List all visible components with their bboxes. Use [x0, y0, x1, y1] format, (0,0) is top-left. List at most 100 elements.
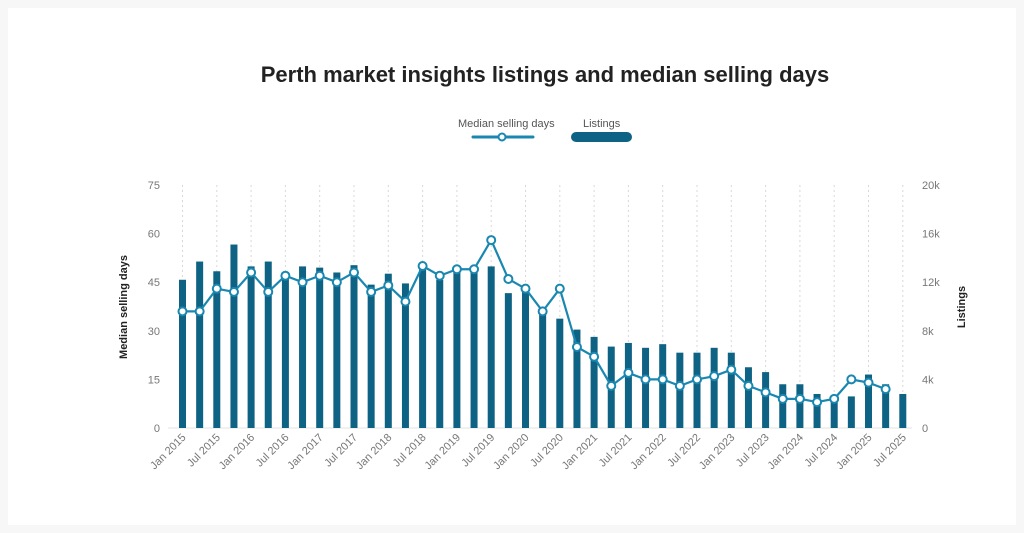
bar-listings [624, 342, 632, 428]
bar-listings [384, 273, 392, 428]
y-right-tick-label: 16k [922, 229, 940, 241]
bar-listings [830, 396, 838, 428]
point-median-selling-days [812, 397, 823, 408]
bar-listings [453, 266, 461, 428]
x-tick-label: Jan 2019 [423, 432, 463, 472]
point-median-selling-days [486, 235, 497, 246]
point-median-selling-days [331, 277, 342, 288]
y-left-tick-label: 15 [148, 374, 160, 386]
bar-listings [299, 266, 307, 428]
legend-median-selling-days-label[interactable]: Median selling days [458, 118, 555, 130]
x-tick-label: Jan 2018 [354, 432, 394, 472]
x-tick-label: Jan 2021 [560, 432, 600, 472]
bar-listings [847, 396, 855, 428]
bar-listings [590, 336, 598, 428]
point-median-selling-days [314, 270, 325, 281]
point-median-selling-days [434, 270, 445, 281]
point-median-selling-days [451, 264, 462, 275]
bar-listings [504, 293, 512, 428]
point-median-selling-days [520, 283, 531, 294]
point-median-selling-days [228, 286, 239, 297]
point-median-selling-days [589, 351, 600, 362]
legend-listings-label[interactable]: Listings [583, 118, 621, 130]
bar-listings [179, 279, 186, 428]
bar-listings [281, 276, 289, 428]
y-right-tick-label: 8k [922, 326, 934, 338]
bar-listings [247, 266, 255, 428]
chart-title: Perth market insights listings and media… [260, 62, 830, 87]
bar-listings [264, 261, 272, 428]
x-tick-label: Jul 2025 [871, 432, 909, 470]
y-left-tick-label: 45 [148, 277, 160, 289]
bar-listings [642, 347, 650, 428]
x-tick-label: Jan 2015 [148, 432, 188, 472]
point-median-selling-days [606, 380, 617, 391]
bar-listings [796, 384, 804, 428]
point-median-selling-days [777, 393, 788, 404]
bar-listings [744, 367, 752, 428]
bar-listings [367, 284, 375, 428]
point-median-selling-days [829, 393, 840, 404]
y-right-tick-label: 12k [922, 277, 940, 289]
bar-listings [556, 318, 564, 428]
y-left-tick-label: 75 [148, 180, 160, 192]
bar-listings [419, 268, 427, 428]
bar-listings [230, 244, 238, 428]
point-median-selling-days [263, 286, 274, 297]
y-left-axis-title: Median selling days [118, 255, 130, 359]
bar-listings [436, 279, 444, 428]
bar-listings [762, 372, 770, 428]
y-right-tick-label: 0 [922, 423, 928, 435]
y-left-tick-label: 30 [148, 326, 160, 338]
point-median-selling-days [280, 270, 291, 281]
bar-listings [196, 261, 204, 428]
point-median-selling-days [211, 283, 222, 294]
y-left-tick-label: 0 [154, 423, 160, 435]
bar-listings [333, 272, 341, 428]
point-median-selling-days [692, 374, 702, 385]
bar-listings [470, 270, 478, 428]
bar-listings [899, 393, 907, 428]
bar-listings [213, 271, 221, 428]
x-tick-label: Jan 2023 [697, 432, 737, 472]
point-median-selling-days [794, 393, 805, 404]
bar-listings [316, 267, 324, 428]
point-median-selling-days [760, 387, 771, 398]
bar-listings [813, 393, 821, 428]
bar-listings [779, 384, 787, 428]
bar-listings [865, 374, 872, 428]
x-tick-label: Jan 2022 [628, 432, 668, 472]
point-median-selling-days [366, 286, 377, 297]
point-median-selling-days [571, 342, 582, 352]
point-median-selling-days [400, 296, 411, 307]
bar-listings [727, 352, 735, 428]
point-median-selling-days [469, 264, 480, 275]
y-right-tick-label: 20k [922, 180, 940, 192]
point-median-selling-days [623, 367, 634, 378]
point-median-selling-days [657, 374, 668, 385]
point-median-selling-days [674, 380, 685, 391]
bar-listings [659, 344, 667, 428]
y-right-axis-title: Listings [956, 286, 968, 328]
x-tick-label: Jan 2020 [491, 432, 531, 472]
point-median-selling-days [417, 261, 428, 271]
point-median-selling-days [863, 377, 874, 388]
point-median-selling-days [349, 267, 359, 278]
point-median-selling-days [726, 364, 737, 375]
point-median-selling-days [194, 306, 205, 317]
point-median-selling-days [743, 380, 754, 391]
x-tick-label: Jan 2025 [834, 432, 874, 472]
point-median-selling-days [246, 267, 257, 278]
x-tick-label: Jan 2016 [217, 432, 257, 472]
bar-listings [573, 329, 581, 428]
point-median-selling-days [880, 384, 891, 395]
bar-listings [693, 352, 701, 428]
y-left-tick-label: 60 [148, 229, 160, 241]
y-right-tick-label: 4k [922, 374, 934, 386]
bar-listings [710, 347, 718, 428]
point-median-selling-days [503, 273, 514, 284]
point-median-selling-days [383, 280, 394, 291]
point-median-selling-days [846, 374, 857, 385]
bar-listings [350, 265, 358, 428]
